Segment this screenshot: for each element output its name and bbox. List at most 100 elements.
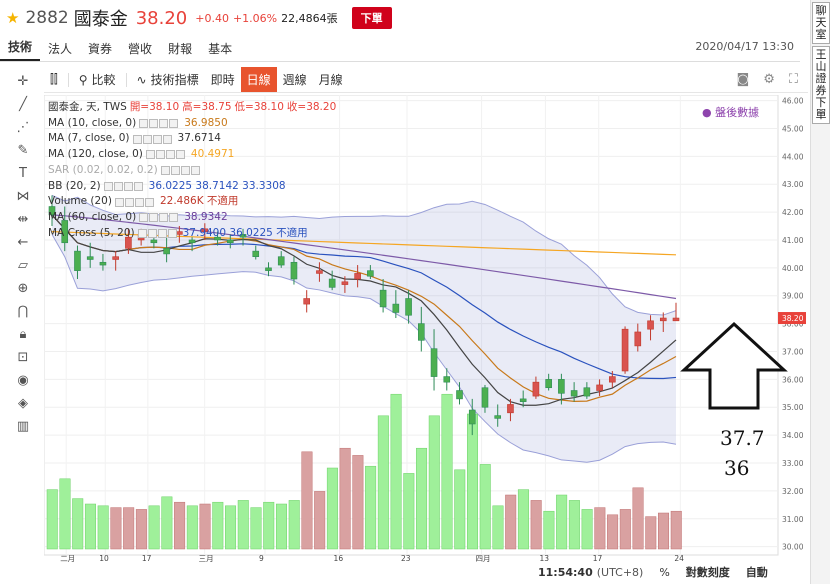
up-arrow-annotation [680, 321, 788, 410]
candle-body [303, 298, 310, 305]
camera-icon[interactable]: ◙ [736, 72, 750, 87]
legend-control-icons[interactable] [145, 150, 185, 160]
unlock-icon[interactable]: ⊡ [17, 350, 29, 365]
fib-tool-icon[interactable]: ⋰ [16, 120, 30, 135]
y-tick-label: 39.00 [782, 292, 804, 301]
legend-control-icons[interactable] [139, 213, 179, 223]
after-hours-link[interactable]: ● 盤後數據 [702, 104, 759, 120]
tab-institutional[interactable]: 法人 [48, 42, 73, 56]
y-tick-label: 38.00 [782, 320, 804, 329]
log-scale-toggle[interactable]: 對數刻度 [685, 566, 730, 579]
clock-time: 11:54:40 [538, 565, 593, 579]
monthly-button[interactable]: 月線 [318, 73, 343, 87]
favorite-star-icon[interactable]: ★ [6, 9, 20, 27]
chart-toolbar: ⫿⫿ ⚲ 比較 ∿ 技術指標 即時 日線 週線 月線 ◙ ⚙ ⛶ [44, 67, 808, 93]
indicators-button[interactable]: ∿ 技術指標 [131, 67, 205, 92]
candle-body [341, 281, 349, 285]
y-tick-label: 44.00 [782, 152, 804, 161]
timezone: (UTC+8) [596, 565, 644, 579]
candle-body [150, 239, 158, 244]
back-arrow-icon[interactable]: ← [17, 235, 29, 250]
volume-bar [110, 507, 122, 550]
percent-scale-toggle[interactable]: % [659, 565, 670, 579]
ma10-line [51, 214, 677, 402]
candle-body [265, 267, 272, 271]
gear-icon[interactable]: ⚙ [763, 72, 775, 87]
volume-bar [199, 503, 211, 550]
broker-order-button[interactable]: 王山證券下單 [812, 46, 830, 124]
candle-body [507, 404, 514, 414]
tab-basic[interactable]: 基本 [208, 42, 233, 56]
volume-bar [288, 500, 300, 550]
layers-icon[interactable]: ◈ [18, 396, 28, 411]
candle-body [519, 398, 527, 402]
candle-body [609, 376, 616, 383]
candle-type-icon[interactable]: ⫿⫿ [50, 72, 58, 86]
auto-scale-toggle[interactable]: 自動 [745, 566, 768, 579]
y-tick-label: 41.00 [782, 236, 804, 245]
measure-icon[interactable]: ⇹ [17, 212, 29, 227]
volume-bar [72, 498, 84, 550]
volume-bar [339, 447, 351, 550]
pattern-icon[interactable]: ⋈ [16, 189, 30, 204]
tab-financials[interactable]: 財報 [168, 42, 193, 56]
indicator-icon: ∿ [136, 72, 147, 87]
magnet-icon[interactable]: ⋂ [17, 304, 29, 319]
zoom-in-icon[interactable]: ⊕ [17, 281, 29, 296]
legend-control-icons[interactable] [114, 197, 154, 207]
legend-open: 開=38.10 [129, 101, 180, 113]
legend-value: 37.6714 [177, 132, 221, 145]
lock-icon[interactable]: 🔒︎ [19, 327, 27, 342]
ma60-line [51, 214, 677, 300]
realtime-button[interactable]: 即時 [210, 73, 235, 87]
text-tool-icon[interactable]: T [19, 166, 27, 181]
volume-bar [212, 501, 224, 550]
candle-body [532, 381, 540, 397]
ruler-icon[interactable]: ▱ [18, 258, 28, 273]
y-tick-label: 30.00 [782, 543, 804, 552]
candle-body [112, 256, 119, 260]
legend-control-icons[interactable] [137, 228, 177, 238]
legend-value: 22.486K 不適用 [159, 195, 239, 208]
candle-body [570, 390, 578, 397]
price-chart[interactable]: 30.00 31.00 32.00 33.00 34.00 35.00 36.00 37.00… [44, 95, 808, 563]
legend-control-icons[interactable] [132, 134, 172, 144]
compare-button[interactable]: ⚲ 比較 [73, 67, 122, 92]
legend-control-icons[interactable] [103, 181, 143, 191]
candle-body [634, 331, 642, 347]
brush-icon[interactable]: ✎ [17, 143, 29, 158]
tab-revenue[interactable]: 營收 [128, 42, 153, 56]
after-hours-dot-icon: ● [702, 106, 712, 119]
volume-bar [225, 505, 237, 550]
last-price-label: 38.20 [782, 314, 804, 323]
candle-body [379, 289, 387, 308]
chat-room-button[interactable]: 聊天室 [812, 2, 830, 44]
legend-control-icons[interactable] [139, 119, 179, 129]
legend-control-icons[interactable] [160, 166, 200, 176]
toolbar-divider [125, 72, 127, 87]
legend-label: MA (120, close, 0) [48, 148, 143, 161]
tab-margin[interactable]: 資券 [88, 42, 113, 56]
eye-icon[interactable]: ◉ [17, 373, 29, 388]
y-tick-label: 31.00 [782, 515, 804, 524]
tab-technical[interactable]: 技術 [0, 38, 41, 61]
stock-price: 38.20 [135, 7, 188, 29]
legend-label: MA (10, close, 0) [48, 116, 137, 129]
trash-icon[interactable]: ▥ [16, 419, 30, 434]
legend-label: Volume (20) [48, 195, 112, 208]
volume-bar [645, 516, 657, 550]
volume-bar [517, 489, 529, 550]
legend-value: 36.0225 38.7142 33.3308 [148, 179, 286, 192]
legend-label: SAR (0.02, 0.02, 0.2) [48, 163, 158, 176]
trend-line-icon[interactable]: ╱ [19, 97, 27, 112]
legend-row: MA (10, close, 0) 36.9850 [48, 116, 336, 132]
fullscreen-icon[interactable]: ⛶ [788, 72, 798, 87]
order-button[interactable]: 下單 [351, 7, 392, 29]
x-tick-label: 23 [401, 554, 411, 563]
daily-button[interactable]: 日線 [240, 67, 277, 92]
crosshair-icon[interactable]: ✛ [17, 74, 29, 89]
weekly-button[interactable]: 週線 [282, 73, 307, 87]
candle-body [86, 256, 94, 260]
x-tick-label: 13 [539, 554, 549, 563]
